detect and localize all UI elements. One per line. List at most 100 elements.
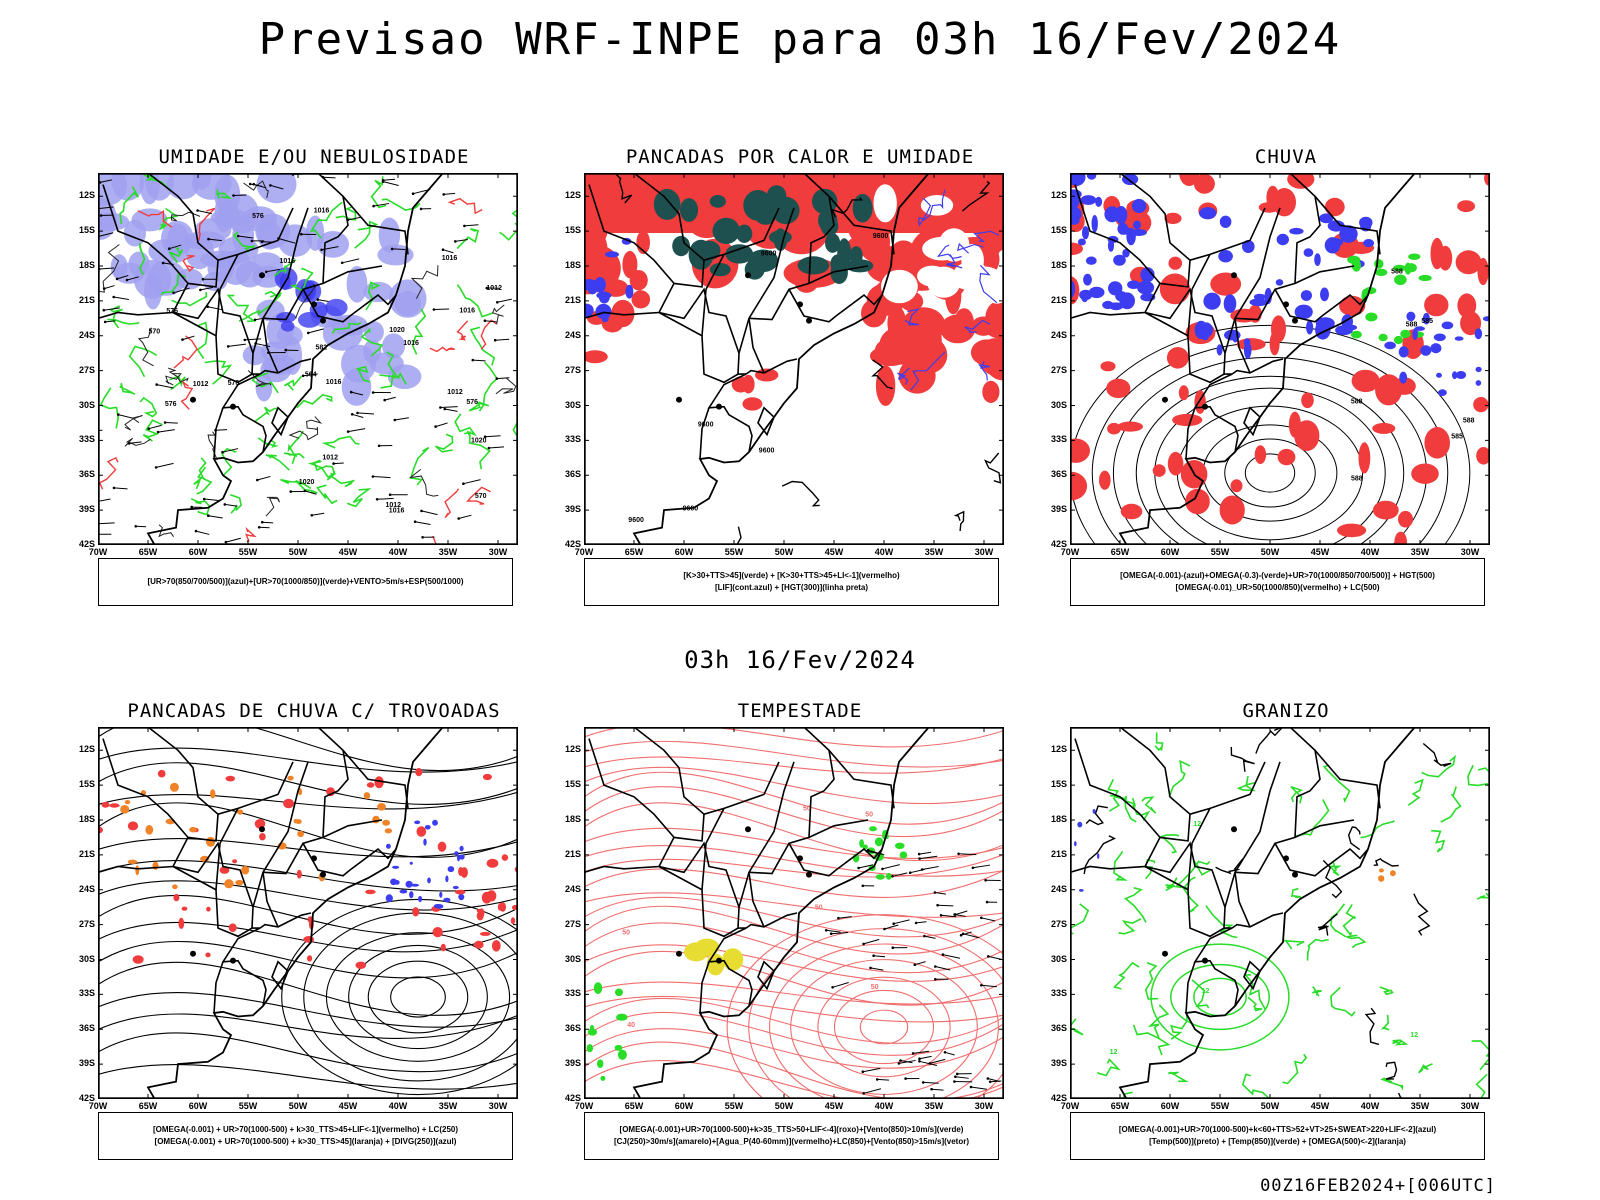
lat-tick-label: 15S [1050,779,1067,790]
contour-label: 1020 [389,327,405,334]
panel-granizo: GRANIZO 12 12 12 12 [OMEGA(-0.001)+UR>70(10… [1046,700,1526,1170]
lon-tick-label: 55W [1210,1101,1230,1111]
lon-tick-label: 65W [624,547,644,557]
lon-tick-label: 30W [974,547,994,557]
lon-tick-label: 40W [874,547,894,557]
contour-label: 50 [865,811,873,818]
lat-tick-label: 18S [1050,260,1067,270]
panel-trovoadas: PANCADAS DE CHUVA C/ TROVOADAS [OMEGA(-0… [74,700,554,1170]
lon-tick-label: 70W [1060,547,1080,557]
contour-label: 564 [305,371,317,378]
lon-tick-label: 70W [88,1101,108,1111]
forecast-run-label: 00Z16FEB2024+[006UTC] [1260,1176,1496,1196]
lon-tick-label: 60W [1160,547,1180,557]
lat-tick-label: 42S [1050,539,1067,549]
contour-label: 50 [815,905,823,912]
lat-tick-label: 27S [564,364,581,375]
lon-tick-label: 45W [338,547,358,557]
contour-label: 1016 [389,507,405,514]
contour-label: 576 [165,401,177,408]
lat-tick-label: 36S [564,469,581,480]
lon-tick-label: 40W [1360,547,1380,557]
contour-label: 585 [1451,433,1463,440]
lon-tick-label: 55W [238,1101,258,1111]
map-tempestade: 50 50 50 40 50 50 [584,727,1004,1099]
lon-tick-label: 45W [824,1101,844,1111]
lat-tick-label: 36S [78,469,95,480]
lat-tick-label: 39S [78,504,95,515]
lon-tick-label: 35W [924,547,944,557]
panel-umidade: UMIDADE E/OU NEBULOSIDADE 1020 1012 1016 10… [74,146,554,616]
lon-tick-label: 65W [1110,1101,1130,1111]
lat-tick-label: 15S [78,779,95,790]
lon-tick-label: 70W [574,547,594,557]
lat-tick-label: 12S [78,190,95,201]
lon-tick-label: 50W [288,1101,308,1111]
lat-tick-label: 15S [564,225,581,236]
lat-tick-label: 15S [564,779,581,790]
legend-line-1: [K>30+TTS>45](verde) + [K>30+TTS>45+LI<-… [683,571,900,580]
legend-box: [UR>70(850/700/500)](azul)+[UR>70(1000/8… [98,558,513,606]
lat-tick-label: 18S [78,814,95,824]
lat-tick-label: 21S [564,848,581,859]
lat-tick-label: 18S [1050,814,1067,824]
lat-tick-label: 12S [1050,744,1067,755]
contour-label: 576 [466,399,478,406]
contour-label: 1012 [322,455,338,462]
lat-tick-label: 18S [564,260,581,270]
lon-tick-label: 65W [138,547,158,557]
legend-line-2: [OMEGA(-0.01)_UR>50(1000/850)(vermelho) … [1175,583,1380,592]
panel-title: UMIDADE E/OU NEBULOSIDADE [158,146,470,168]
lon-tick-label: 40W [1360,1101,1380,1111]
lon-tick-label: 50W [774,547,794,557]
lat-tick-label: 12S [564,744,581,755]
lat-tick-label: 21S [78,848,95,859]
lon-tick-label: 50W [774,1101,794,1111]
legend-line-1: [OMEGA(-0.001) + UR>70(1000-500) + k>30_… [152,1125,458,1134]
lat-tick-label: 12S [1050,190,1067,201]
contour-label: 12 [1410,1032,1418,1039]
contour-label: 1012 [447,389,463,396]
contour-label: 9600 [628,517,644,524]
panel-chuva: CHUVA 588 588 588 585 588 588 585 [OMEGA(-0.00… [1046,146,1526,616]
contour-label: 50 [803,805,811,812]
contour-label: 12 [1110,1049,1118,1056]
legend-box: [OMEGA(-0.001) + UR>70(1000-500) + k>30_… [98,1112,513,1160]
lat-tick-label: 24S [1050,883,1067,894]
lat-tick-label: 21S [1050,848,1067,859]
lon-tick-label: 60W [188,1101,208,1111]
contour-label: 1016 [280,258,296,265]
lat-tick-label: 42S [564,539,581,549]
contour-label: 9600 [873,233,889,240]
contour-label: 588 [1463,417,1475,424]
lat-tick-label: 42S [78,539,95,549]
contour-label: 9600 [761,251,777,258]
lat-tick-label: 30S [564,953,581,964]
lat-tick-label: 33S [78,988,95,999]
lon-tick-label: 30W [488,1101,508,1111]
legend-line-1: [OMEGA(-0.001)+UR>70(1000-500)+k>35_TTS>… [619,1125,964,1134]
lon-tick-label: 60W [674,547,694,557]
lat-tick-label: 30S [564,399,581,410]
lat-tick-label: 36S [1050,469,1067,480]
lon-tick-label: 45W [824,547,844,557]
contour-label: 9600 [759,448,775,455]
lon-tick-label: 55W [1210,547,1230,557]
lon-tick-label: 70W [1060,1101,1080,1111]
lon-tick-label: 55W [724,1101,744,1111]
lon-tick-label: 60W [674,1101,694,1111]
lat-tick-label: 39S [78,1058,95,1069]
lon-tick-label: 65W [1110,547,1130,557]
contour-label: 570 [149,328,161,335]
panel-title: CHUVA [1254,146,1318,168]
lon-tick-label: 70W [88,547,108,557]
legend-box: [OMEGA(-0.001)-(azul)+OMEGA(-0.3)-(verde… [1070,558,1485,606]
legend-line-2: [CJ(250)>30m/s](amarelo)+[Agua_P(40-60mm… [613,1137,969,1146]
lon-tick-label: 30W [488,547,508,557]
lat-tick-label: 36S [1050,1023,1067,1034]
lat-tick-label: 30S [1050,953,1067,964]
legend-line-2: [Temp(500)](preto) + [Temp(850)](verde) … [1149,1137,1406,1146]
lat-tick-label: 39S [564,504,581,515]
